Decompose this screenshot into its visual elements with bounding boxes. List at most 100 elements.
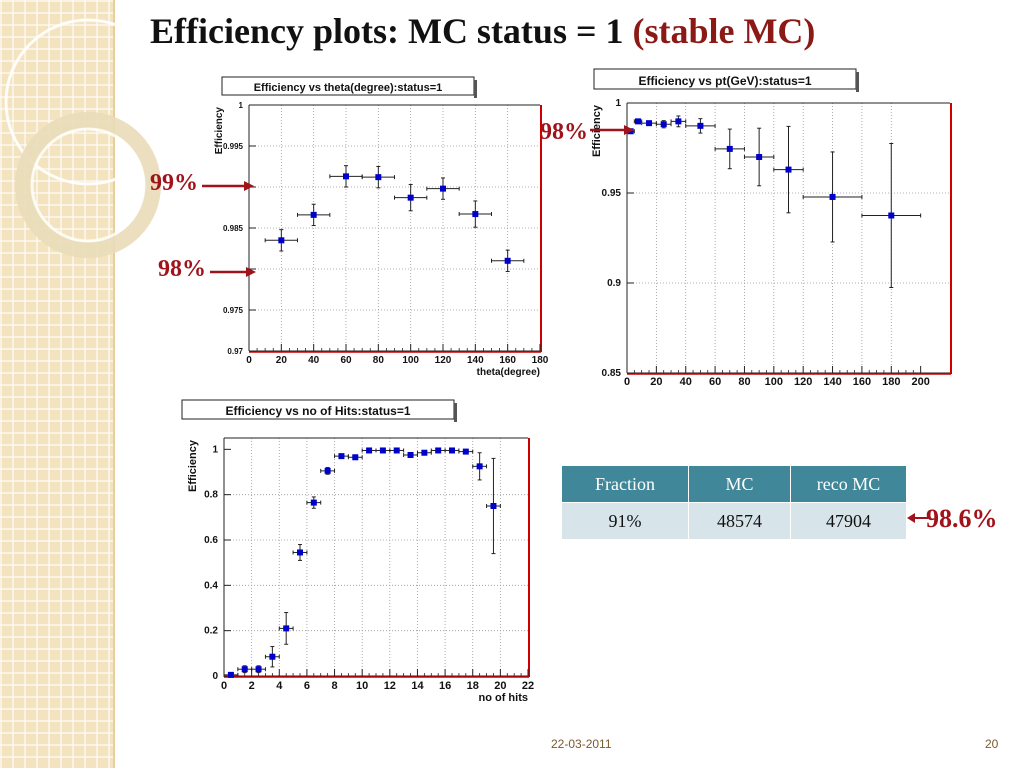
hits-xlabel: no of hits — [479, 692, 529, 704]
hits-data-point — [297, 549, 303, 556]
pt-tick-label-x: 140 — [823, 376, 841, 387]
pt-tick-label-x: 40 — [680, 376, 692, 387]
theta-tick-label-x: 120 — [435, 355, 452, 366]
theta-data-point — [375, 174, 382, 181]
pt-title-shadow — [856, 72, 859, 92]
hits-title-shadow — [454, 403, 457, 422]
hits-data-point — [283, 625, 290, 632]
pt-data-point — [888, 212, 895, 219]
theta-tick-label-x: 40 — [308, 355, 320, 366]
theta-data-point — [407, 194, 414, 201]
pt-tick-label-y: 1 — [615, 98, 621, 109]
hits-data-point — [379, 447, 386, 454]
theta-tick-label-y: 0.985 — [223, 224, 244, 233]
hits-data-point — [338, 453, 345, 460]
pt-tick-label-x: 120 — [794, 376, 812, 387]
theta-data-point — [440, 185, 446, 192]
pt-tick-label-y: 0.85 — [602, 368, 622, 379]
theta-data-point — [472, 211, 479, 218]
pt-tick-label-x: 0 — [624, 376, 630, 387]
hits-data-point — [407, 452, 414, 458]
table-cell-mc: 48574 — [688, 502, 791, 540]
hits-tick-label-x: 16 — [439, 680, 451, 692]
theta-xlabel: theta(degree) — [477, 367, 540, 378]
theta-tick-label-x: 60 — [340, 355, 352, 366]
hits-tick-label-x: 6 — [304, 680, 310, 692]
pt-data-point — [829, 193, 836, 200]
theta-ylabel: Efficiency — [214, 107, 225, 155]
theta-data-point — [504, 257, 511, 264]
callout-pt-98-arrow — [590, 125, 634, 135]
theta-data-point — [310, 211, 317, 218]
hits-data-point — [269, 653, 276, 660]
hits-title: Efficiency vs no of Hits:status=1 — [225, 404, 410, 418]
theta-tick-label-y: 0.97 — [227, 347, 243, 356]
callout-pt-98: 98% — [540, 119, 588, 146]
decorative-rings — [4, 18, 172, 258]
pt-title: Efficiency vs pt(GeV):status=1 — [638, 74, 811, 88]
pt-data-point — [675, 118, 682, 125]
hits-tick-label-x: 18 — [467, 680, 479, 692]
slide-title-accent: (stable MC) — [632, 11, 816, 51]
theta-tick-label-x: 100 — [402, 355, 419, 366]
pt-tick-label-x: 200 — [911, 376, 929, 387]
theta-tick-label-x: 80 — [373, 355, 385, 366]
hits-tick-label-x: 0 — [221, 680, 227, 692]
hits-tick-label-y: 0 — [212, 671, 218, 682]
plot-efficiency-vs-hits: Efficiency vs no of Hits:status=1 0 2 4 6 8 10… — [178, 398, 546, 706]
hits-tick-label-x: 10 — [356, 680, 368, 692]
callout-theta-98: 98% — [158, 256, 206, 283]
pt-tick-label-x: 100 — [765, 376, 783, 387]
fraction-table: Fraction MC reco MC 91% 48574 47904 — [561, 465, 907, 540]
theta-tick-label-x: 140 — [467, 355, 484, 366]
hits-tick-label-y: 0.4 — [204, 580, 218, 591]
pt-data-point — [726, 145, 733, 152]
theta-data-point — [343, 173, 349, 180]
table-row: 91% 48574 47904 — [561, 502, 907, 540]
theta-tick-label-x: 160 — [499, 355, 516, 366]
plot-efficiency-vs-theta: Efficiency vs theta(degree):status=1 0 20 4… — [202, 75, 554, 381]
hits-data-point — [490, 503, 497, 509]
pt-data-point — [635, 118, 642, 125]
table-cell-reco-mc: 47904 — [790, 502, 907, 540]
slide-title-main: Efficiency plots: MC status = 1 — [150, 11, 633, 51]
table-cell-fraction: 91% — [561, 502, 689, 540]
callout-table-text: 98.6% — [926, 504, 998, 533]
callout-table-arrow — [907, 513, 928, 523]
plot-efficiency-vs-pt: Efficiency vs pt(GeV):status=1 0 20 40 60 80 1… — [580, 67, 970, 387]
theta-tick-label-y: 1 — [239, 101, 244, 110]
hits-data-point — [310, 499, 317, 506]
hits-data-point — [393, 447, 400, 454]
hits-tick-label-y: 0.2 — [204, 626, 218, 637]
callout-table: 98.6% — [926, 504, 998, 534]
hits-data-point — [227, 671, 234, 678]
callout-pt-98-text: 98% — [540, 119, 588, 145]
pt-tick-label-x: 60 — [709, 376, 721, 387]
pt-data-point — [785, 166, 792, 173]
theta-tick-label-y: 0.975 — [223, 306, 244, 315]
callout-theta-99-text: 99% — [150, 170, 198, 196]
hits-data-point — [255, 666, 262, 673]
hits-ylabel: Efficiency — [187, 439, 199, 492]
hits-tick-label-x: 20 — [494, 680, 506, 692]
hits-tick-label-x: 8 — [331, 680, 337, 692]
pt-tick-label-y: 0.95 — [602, 188, 622, 199]
theta-title: Efficiency vs theta(degree):status=1 — [254, 82, 443, 94]
hits-data-point — [449, 447, 455, 454]
callout-theta-98-arrow — [210, 267, 256, 277]
hits-data-point — [366, 447, 373, 454]
hits-tick-label-x: 12 — [384, 680, 396, 692]
pt-data-point — [660, 121, 667, 128]
pt-data-point — [646, 120, 653, 127]
callout-theta-99-arrow — [202, 181, 254, 191]
hits-data-point — [476, 463, 483, 470]
hits-data-point — [435, 447, 442, 454]
pt-data-point — [756, 154, 763, 160]
pt-tick-label-x: 180 — [882, 376, 900, 387]
theta-tick-label-x: 20 — [276, 355, 288, 366]
callout-theta-98-text: 98% — [158, 256, 206, 282]
footer-date: 22-03-2011 — [551, 737, 612, 751]
plot-pt-svg: Efficiency vs pt(GeV):status=1 0 20 40 60 80 1… — [591, 68, 952, 387]
plot-theta-svg: Efficiency vs theta(degree):status=1 0 20 4… — [214, 76, 549, 378]
hits-data-point — [324, 467, 331, 474]
